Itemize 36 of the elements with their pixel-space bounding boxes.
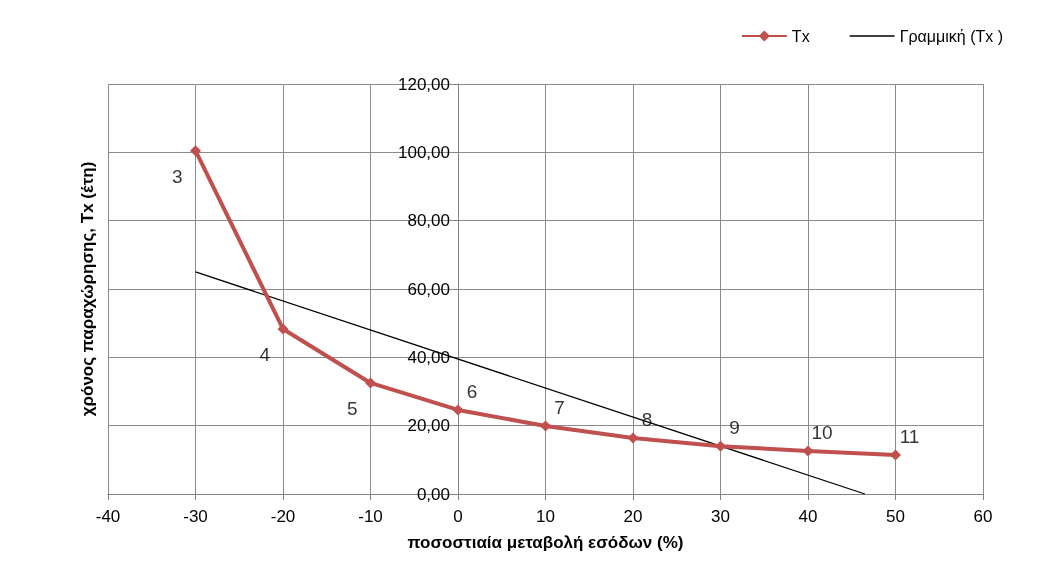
point [452, 404, 464, 416]
annotation: 6 [466, 380, 478, 402]
annotation: 11 [899, 426, 920, 448]
y-tick-label: 60,00 [407, 279, 450, 299]
annotation: 10 [811, 421, 833, 443]
y-tick-label: 0,00 [416, 484, 450, 504]
x-tick-label: 60 [973, 507, 993, 526]
point [890, 449, 901, 461]
x-tick-label: 30 [711, 507, 730, 526]
y-tick-label: 40,00 [407, 347, 450, 367]
y-tick-label: 100,00 [398, 142, 450, 162]
x-tick-label: 10 [536, 507, 555, 526]
x-tick-label: 0 [453, 507, 463, 526]
x-tick-label: 20 [623, 507, 643, 526]
point [627, 432, 639, 444]
y-tick-label: 20,00 [407, 416, 450, 436]
y-axis-title: χρόνος παραχώρησης, Tx (έτη) [78, 161, 97, 417]
point [190, 145, 201, 157]
y-tick-label: 80,00 [407, 211, 450, 231]
annotation: 7 [554, 397, 565, 419]
point [365, 377, 376, 389]
x-tick-label: 50 [886, 507, 905, 526]
point [277, 323, 289, 335]
legend-label: Tx [791, 27, 810, 45]
x-tick-label: -40 [95, 507, 121, 526]
point [540, 420, 551, 432]
annotation: 5 [346, 398, 358, 420]
x-tick-label: -30 [183, 507, 208, 526]
annotation: 3 [171, 166, 183, 188]
y-tick-label: 120,00 [398, 74, 450, 94]
point [715, 440, 726, 452]
x-tick-label: -10 [358, 507, 383, 526]
x-tick-label: 40 [798, 507, 818, 526]
x-tick-label: -20 [270, 507, 296, 526]
legend-label: Γραμμική (Tx ) [899, 27, 1003, 45]
x-axis-title: ποσοστιαία μεταβολή εσόδων (%) [407, 533, 684, 552]
